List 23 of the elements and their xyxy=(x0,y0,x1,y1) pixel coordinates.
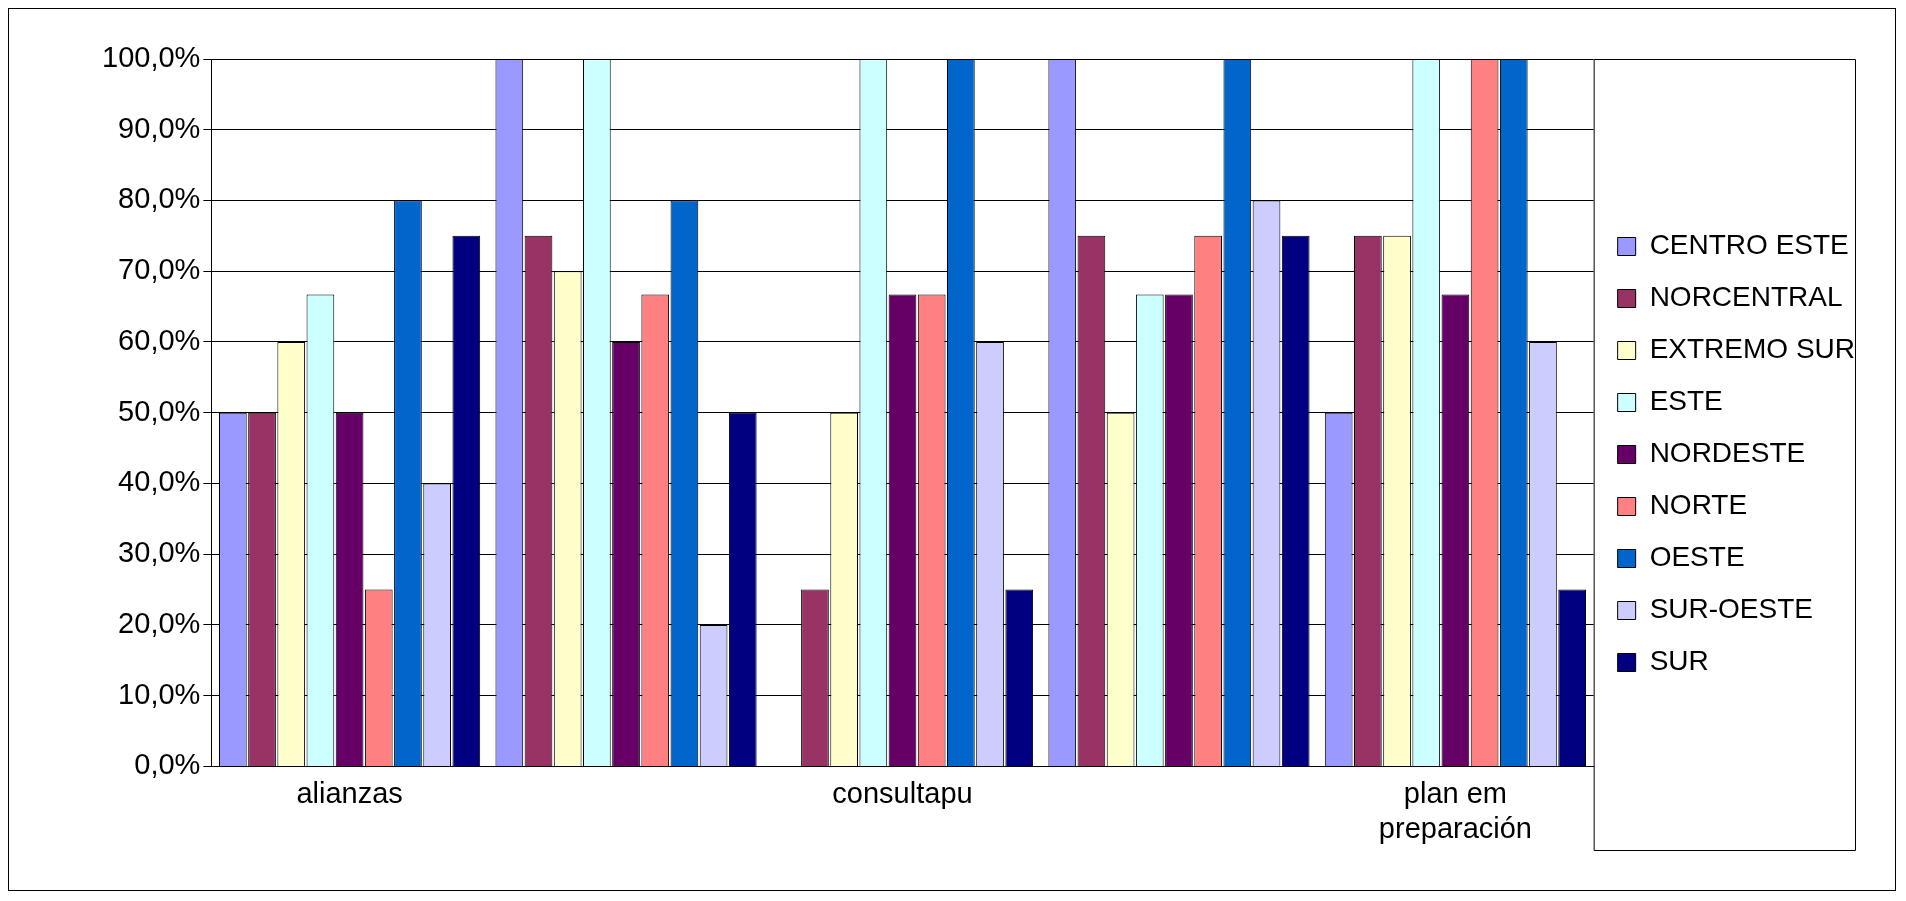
legend-label: OESTE xyxy=(1649,541,1745,573)
y-tick-label: 60,0% xyxy=(118,323,201,356)
y-tick-label: 80,0% xyxy=(118,182,201,215)
y-tick-label: 0,0% xyxy=(134,748,201,781)
legend-label: NORTE xyxy=(1649,489,1748,521)
legend-label: EXTREMO SUR xyxy=(1649,333,1856,365)
x-tick-label: plan em preparación xyxy=(1378,776,1532,844)
y-tick-label: 20,0% xyxy=(118,606,201,639)
y-tick-label: 100,0% xyxy=(102,41,201,73)
y-tick-label: 10,0% xyxy=(118,677,201,710)
y-tick-label: 30,0% xyxy=(118,536,201,569)
y-tick-label: 70,0% xyxy=(118,253,201,286)
x-tick-label: consultapu xyxy=(832,776,973,809)
x-tick-label: alianzas xyxy=(296,776,403,809)
y-tick-label: 50,0% xyxy=(118,394,201,427)
legend-label: NORCENTRAL xyxy=(1649,281,1843,313)
y-tick-label: 90,0% xyxy=(118,111,201,144)
legend-label: ESTE xyxy=(1649,385,1723,417)
y-tick-label: 40,0% xyxy=(118,465,201,498)
legend-label: NORDESTE xyxy=(1649,437,1806,469)
legend-label: SUR-OESTE xyxy=(1649,593,1814,625)
legend-label: SUR xyxy=(1649,645,1709,677)
legend-label: CENTRO ESTE xyxy=(1649,229,1849,261)
